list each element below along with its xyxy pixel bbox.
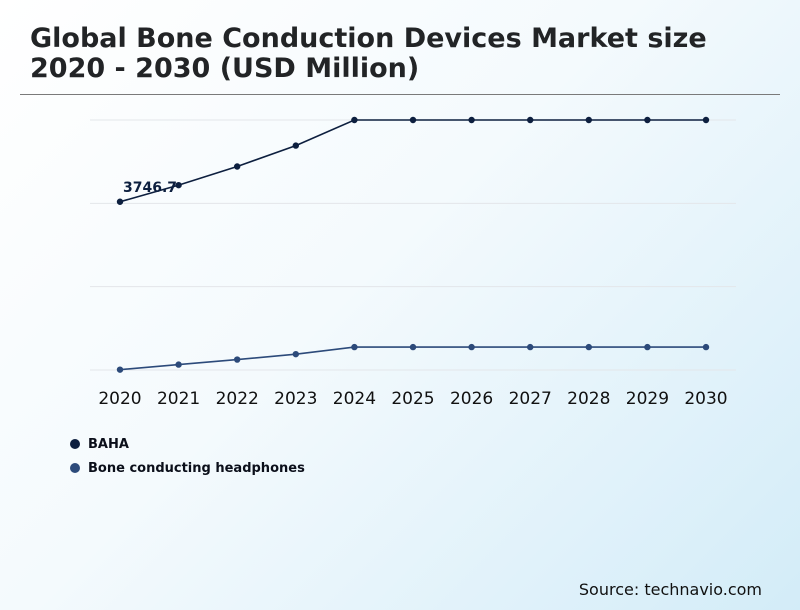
data-point-0-2029 [644, 116, 651, 124]
data-point-0-2025 [409, 116, 417, 124]
chart-title-line-2: 2020 - 2030 (USD Million) [30, 53, 420, 84]
data-point-1-2024 [351, 343, 358, 351]
data-point-1-2028 [585, 343, 592, 351]
data-point-1-2026 [468, 343, 475, 351]
x-tick-label-2030: 2030 [684, 389, 727, 409]
data-point-1-2025 [409, 343, 417, 351]
legend-label-headphones: Bone conducting headphones [88, 460, 305, 476]
legend-item-baha: BAHA [70, 434, 305, 454]
chart-title: Global Bone Conduction Devices Market si… [30, 24, 770, 84]
x-tick-label-2026: 2026 [450, 389, 493, 409]
x-tick-label-2023: 2023 [274, 389, 317, 409]
data-point-1-2027 [527, 343, 534, 351]
data-point-0-2023 [292, 142, 299, 149]
legend-label-baha: BAHA [88, 436, 129, 452]
data-point-1-2023 [292, 350, 299, 358]
data-point-1-2029 [644, 343, 651, 351]
data-label-2020: 3746.7 [123, 180, 177, 196]
grid-layer [90, 119, 736, 371]
data-point-0-2026 [468, 116, 475, 124]
data-point-1-2020 [116, 366, 124, 373]
title-divider [20, 94, 780, 95]
source-credit: Source: technavio.com [578, 580, 762, 599]
x-tick-label-2027: 2027 [509, 389, 552, 409]
chart-title-line-1: Global Bone Conduction Devices Market si… [30, 23, 707, 54]
x-tick-label-2024: 2024 [333, 389, 376, 409]
x-tick-label-2021: 2021 [157, 389, 200, 409]
data-point-0-2028 [585, 116, 592, 124]
series-layer [116, 116, 710, 373]
data-point-1-2022 [234, 356, 241, 363]
legend-marker-headphones [70, 463, 80, 473]
legend-item-headphones: Bone conducting headphones [70, 458, 305, 478]
x-tick-label-2022: 2022 [216, 389, 259, 409]
x-tick-label-2020: 2020 [98, 389, 141, 409]
chart-legend: BAHA Bone conducting headphones [70, 434, 305, 482]
x-tick-label-2028: 2028 [567, 389, 610, 409]
data-point-0-2020 [116, 198, 124, 205]
data-point-0-2027 [527, 116, 534, 124]
data-point-0-2024 [351, 116, 358, 124]
data-point-1-2021 [175, 361, 182, 368]
x-tick-label-2025: 2025 [391, 389, 434, 409]
x-tick-label-2029: 2029 [626, 389, 669, 409]
data-point-0-2022 [234, 163, 241, 170]
data-point-0-2030 [702, 116, 710, 124]
data-point-0-2021 [175, 181, 182, 189]
series-line-0 [119, 119, 706, 203]
data-point-1-2030 [702, 343, 710, 351]
label-layer: 2020 2021 2022 2023 2024 2025 2026 2027 2028 2029… [98, 180, 727, 409]
series-line-1 [119, 346, 706, 371]
legend-marker-baha [70, 439, 80, 449]
